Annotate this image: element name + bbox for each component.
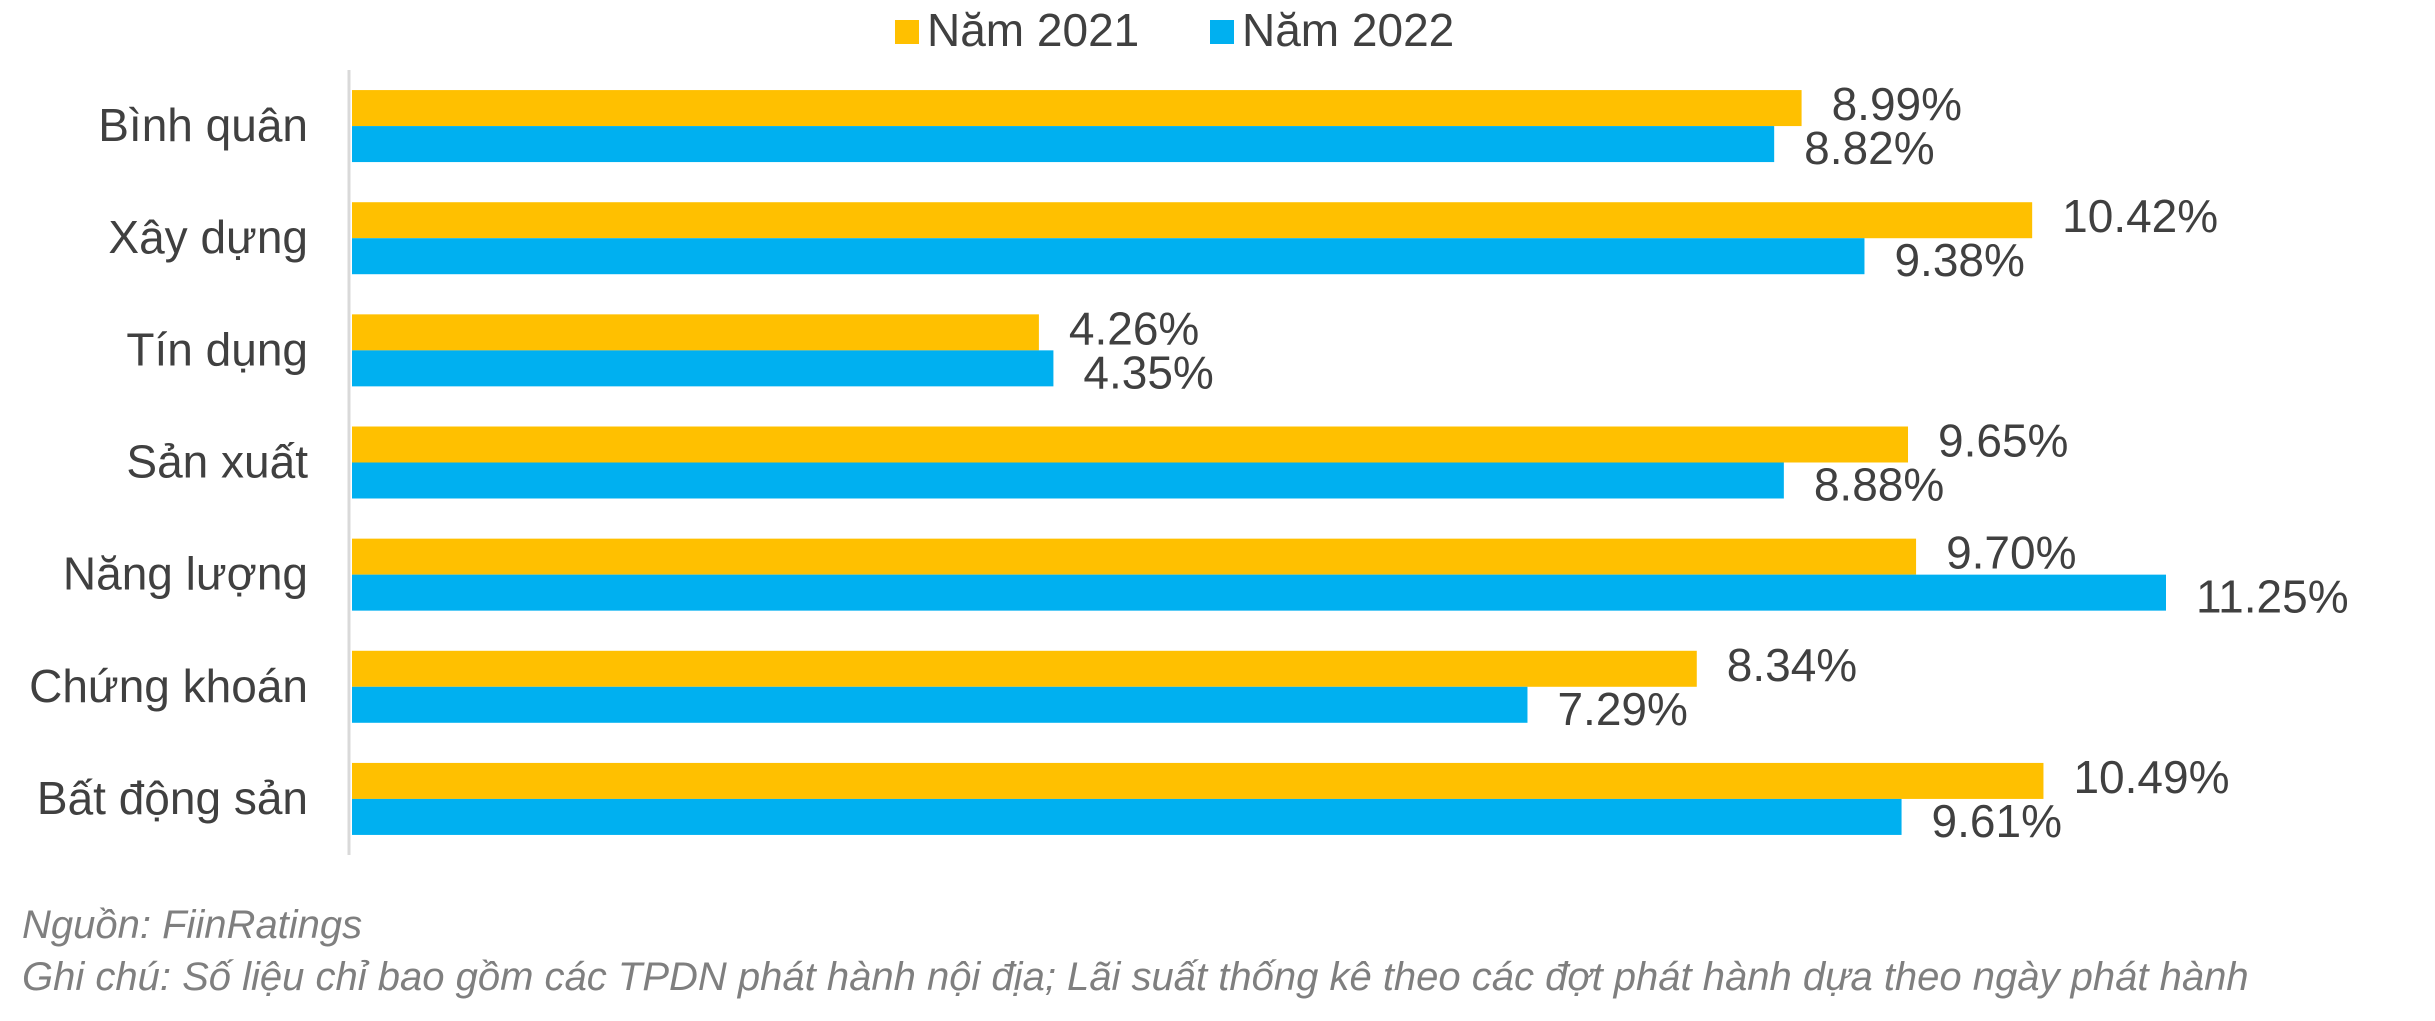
- data-label-2021: 4.26%: [1069, 302, 1199, 354]
- category-label: Tín dụng: [126, 323, 308, 375]
- data-label-2021: 9.65%: [1938, 415, 2068, 467]
- legend: Năm 2021 Năm 2022: [895, 4, 1454, 56]
- category-label: Năng lượng: [63, 548, 308, 600]
- bar-2021: [352, 90, 1802, 127]
- category-label: Chứng khoán: [29, 660, 308, 712]
- bar-2022: [352, 462, 1784, 499]
- category-label: Bất động sản: [37, 772, 308, 824]
- data-labels: 8.99%8.82% 10.42% 9.38% 4.26%4.35% 9.65%8.88…: [1069, 78, 2349, 847]
- footnote: Ghi chú: Số liệu chỉ bao gồm các TPDN ph…: [22, 955, 2249, 999]
- bar-2022: [352, 238, 1865, 275]
- bar-2021: [352, 202, 2033, 239]
- data-label-2022: 8.88%: [1814, 459, 1944, 511]
- source-note: Nguồn: FiinRatings: [22, 903, 363, 947]
- bar-2022: [352, 574, 2166, 611]
- data-label-2021: 8.99%: [1832, 78, 1962, 130]
- data-label-2022: 8.82%: [1804, 122, 1934, 174]
- category-label: Xây dựng: [108, 211, 308, 263]
- bar-2021: [352, 762, 2044, 799]
- bar-2021: [352, 314, 1039, 351]
- bar-2021: [352, 426, 1909, 463]
- data-label-2021: 10.49%: [2073, 751, 2229, 803]
- bar-2021: [352, 538, 1917, 575]
- data-label-2021: 10.42%: [2062, 190, 2218, 242]
- legend-swatch-2: [1210, 20, 1234, 44]
- category-label: Bình quân: [98, 99, 308, 151]
- data-label-2022: 11.25%: [2196, 571, 2349, 623]
- data-label-2022: 9.61%: [1932, 795, 2062, 847]
- legend-label-1: Năm 2021: [927, 4, 1139, 56]
- category-label: Sản xuất: [126, 436, 308, 488]
- data-label-2022: 4.35%: [1083, 346, 1213, 398]
- legend-label-2: Năm 2022: [1242, 4, 1454, 56]
- data-label-2022: 9.38%: [1894, 234, 2024, 286]
- bar-2022: [352, 350, 1054, 387]
- bars: [352, 90, 2166, 835]
- bar-2022: [352, 798, 1902, 835]
- data-label-2021: 9.70%: [1946, 527, 2076, 579]
- legend-swatch-1: [895, 20, 919, 44]
- data-label-2022: 7.29%: [1557, 683, 1687, 735]
- data-label-2021: 8.34%: [1727, 639, 1857, 691]
- bar-2022: [352, 686, 1528, 723]
- category-axis-labels: Bình quân Xây dựng Tín dụng Sản xuất Năng lư…: [29, 99, 308, 824]
- bar-2021: [352, 650, 1697, 687]
- bar-2022: [352, 126, 1775, 163]
